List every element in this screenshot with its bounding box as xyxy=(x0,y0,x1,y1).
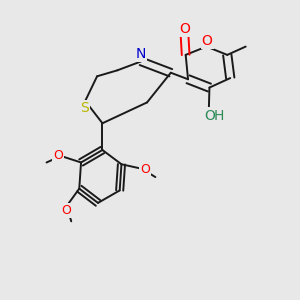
Text: N: N xyxy=(136,47,146,61)
Text: O: O xyxy=(140,163,150,176)
Text: O: O xyxy=(61,204,71,217)
Text: O: O xyxy=(53,149,63,162)
Text: S: S xyxy=(80,101,89,115)
Text: H: H xyxy=(213,109,224,123)
Text: O: O xyxy=(179,22,190,36)
Text: O: O xyxy=(202,34,212,48)
Text: O: O xyxy=(204,109,215,122)
